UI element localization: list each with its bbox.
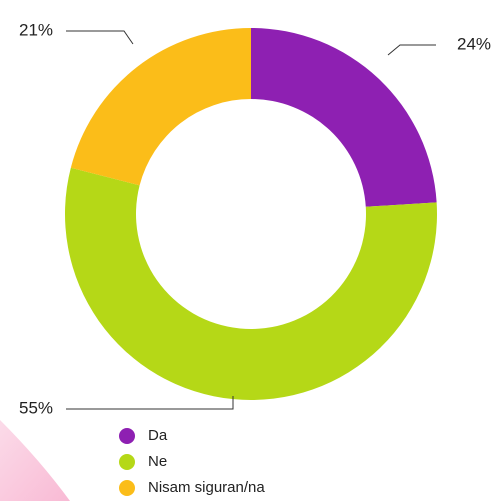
page: {"chart_data": {"type": "donut", "catego…: [0, 0, 492, 501]
legend-label: Ne: [148, 453, 167, 470]
data-label: 24%: [457, 34, 491, 53]
decoration: [0, 420, 70, 501]
legend-marker: [119, 480, 135, 496]
legend-marker: [119, 454, 135, 470]
legend-marker: [119, 428, 135, 444]
leader-line: [66, 31, 133, 44]
wedge: [251, 28, 437, 207]
legend-label: Da: [148, 427, 168, 444]
wedge: [71, 28, 251, 185]
data-label: 21%: [19, 20, 53, 39]
leader-line: [66, 396, 233, 409]
legend-label: Nisam siguran/na: [148, 479, 265, 496]
leader-line: [388, 45, 436, 55]
data-label: 55%: [19, 398, 53, 417]
chart: 24% 55% 21% Da Ne Nisam siguran/na: [0, 0, 492, 501]
